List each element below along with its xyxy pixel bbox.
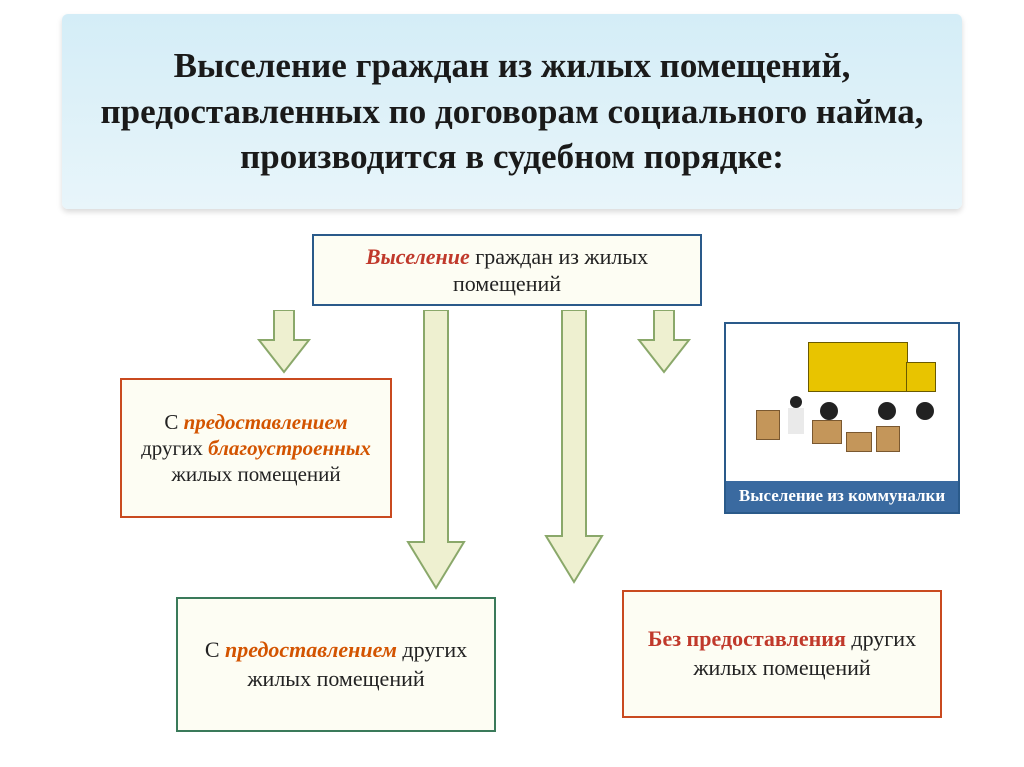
arrow-to-bottom-right	[542, 310, 606, 586]
box-icon	[756, 410, 780, 440]
page-title: Выселение граждан из жилых помещений, пр…	[92, 43, 932, 180]
box-icon	[846, 432, 872, 452]
box-icon	[876, 426, 900, 452]
node-eviction-image: Выселение из коммуналки	[724, 322, 960, 514]
arrow-to-image	[634, 310, 694, 374]
node-without-housing: Без предоставления других жилых помещени…	[622, 590, 942, 718]
arrow-to-bottom-left	[404, 310, 468, 592]
eviction-image-caption: Выселение из коммуналки	[726, 481, 958, 512]
node-bl-text: С предоставлением других жилых помещений	[192, 636, 480, 693]
node-with-other-housing: С предоставлением других жилых помещений	[176, 597, 496, 732]
node-left-text: С предоставлением других благоустроенных…	[136, 409, 376, 488]
root-highlight: Выселение	[366, 244, 470, 269]
mover-icon	[784, 396, 808, 444]
node-with-improved-housing: С предоставлением других благоустроенных…	[120, 378, 392, 518]
arrow-to-left	[254, 310, 314, 374]
box-icon	[812, 420, 842, 444]
node-br-text: Без предоставления других жилых помещени…	[638, 625, 926, 682]
root-node-box: Выселение граждан из жилых помещений	[312, 234, 702, 306]
root-node-text: Выселение граждан из жилых помещений	[328, 243, 686, 298]
title-panel: Выселение граждан из жилых помещений, пр…	[62, 14, 962, 209]
root-rest: граждан из жилых помещений	[453, 244, 648, 297]
eviction-illustration	[726, 324, 958, 481]
truck-icon	[808, 342, 948, 412]
